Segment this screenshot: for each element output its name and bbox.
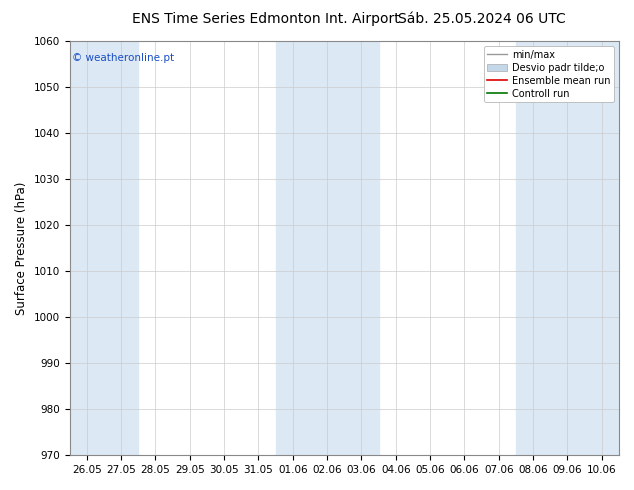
Bar [550, 41, 585, 455]
Text: © weatheronline.pt: © weatheronline.pt [72, 53, 174, 64]
Bar [585, 41, 619, 455]
Bar [344, 41, 378, 455]
Bar [276, 41, 310, 455]
Bar [70, 41, 104, 455]
Bar [516, 41, 550, 455]
Text: ENS Time Series Edmonton Int. Airport: ENS Time Series Edmonton Int. Airport [133, 12, 400, 26]
Legend: min/max, Desvio padr tilde;o, Ensemble mean run, Controll run: min/max, Desvio padr tilde;o, Ensemble m… [484, 46, 614, 102]
Bar [104, 41, 138, 455]
Text: Sáb. 25.05.2024 06 UTC: Sáb. 25.05.2024 06 UTC [398, 12, 566, 26]
Y-axis label: Surface Pressure (hPa): Surface Pressure (hPa) [15, 181, 28, 315]
Bar [310, 41, 344, 455]
